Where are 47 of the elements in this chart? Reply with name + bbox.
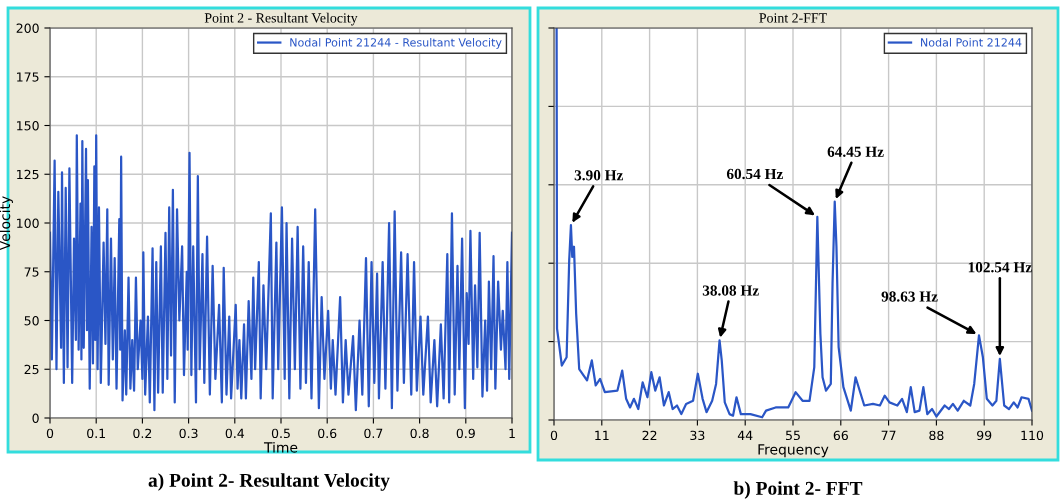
x-tick-label: 0.9: [456, 428, 475, 439]
annotation: 60.54 Hz: [726, 168, 783, 180]
text: a) Point 2- Resultant Velocity: [148, 473, 390, 491]
y-tick-label: 125: [17, 169, 39, 180]
x-tick-label: 0.5: [271, 428, 290, 439]
x-tick-label: 0: [550, 430, 558, 441]
x-tick-label: 55: [786, 430, 800, 441]
y-tick-label: 100: [17, 218, 39, 228]
x-tick-label: 77: [881, 430, 896, 440]
x-tick-label: 88: [929, 430, 944, 441]
x-tick-label: 0.1: [87, 428, 105, 439]
x-tick-label: 0: [46, 428, 54, 439]
x-tick-label: 44: [737, 430, 753, 440]
x-tick-label: 0.3: [179, 428, 198, 439]
y-tick-label: 200: [16, 23, 39, 33]
annotation: 98.63 Hz: [881, 291, 938, 302]
annotation: 64.45 Hz: [827, 146, 884, 157]
y-tick-label: 25: [24, 364, 39, 375]
x-tick-label: 0.6: [318, 428, 337, 439]
x-tick-label: 0.7: [364, 428, 383, 439]
legend-label: Nodal Point 21244: [921, 38, 1022, 47]
chart-title: Point 2-FFT: [759, 13, 827, 23]
legend-label: Nodal Point 21244 - Resultant Velocity: [290, 38, 502, 49]
line-series: [50, 134, 512, 412]
x-tick-label: 110: [1021, 430, 1044, 441]
y-tick-label: 50: [24, 315, 39, 326]
x-tick-label: 0.8: [410, 428, 429, 439]
y-tick-label: 0: [32, 413, 39, 423]
y-axis-title: Velocity: [0, 196, 13, 251]
x-tick-label: 99: [977, 430, 992, 441]
x-tick-label: 0.2: [133, 428, 152, 439]
x-tick-label: 66: [833, 430, 848, 441]
annotation: 38.08 Hz: [702, 285, 759, 296]
x-tick-label: 1: [509, 428, 515, 438]
x-axis-title: Time: [263, 441, 298, 453]
y-tick-label: 150: [17, 120, 39, 131]
x-tick-label: 0.4: [225, 428, 245, 439]
text: b) Point 2- FFT: [733, 481, 863, 499]
chart-title: Point 2 - Resultant Velocity: [204, 12, 358, 26]
annotation: 102.54 Hz: [968, 262, 1032, 273]
x-tick-label: 22: [642, 430, 657, 440]
x-tick-label: 33: [690, 430, 705, 441]
y-tick-label: 175: [17, 72, 39, 82]
y-tick-label: 75: [24, 267, 39, 277]
annotation: 3.90 Hz: [574, 170, 623, 181]
x-axis-title: Frequency: [758, 444, 829, 458]
x-tick-label: 11: [595, 430, 609, 440]
